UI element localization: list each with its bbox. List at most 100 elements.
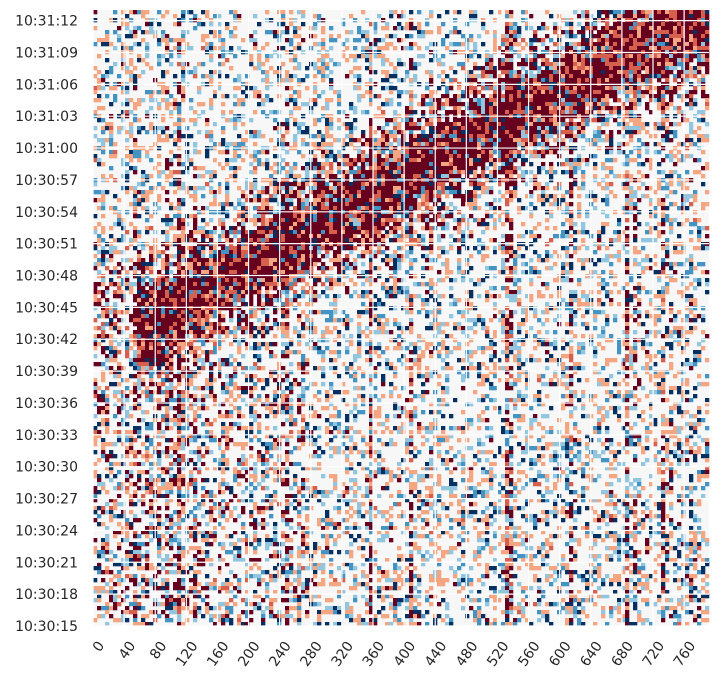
heatmap-cell	[261, 150, 266, 155]
heatmap-cell	[569, 186, 574, 191]
heatmap-cell	[181, 218, 186, 223]
heatmap-cell	[645, 158, 650, 163]
heatmap-cell	[593, 154, 598, 159]
heatmap-cell	[269, 194, 274, 199]
heatmap-cell	[485, 158, 490, 163]
heatmap-cell	[685, 42, 690, 47]
heatmap-cell	[417, 102, 422, 107]
heatmap-cell	[281, 202, 286, 207]
heatmap-cell	[161, 170, 166, 175]
heatmap-cell	[329, 98, 334, 103]
heatmap-cell	[317, 186, 322, 191]
heatmap-cell	[321, 38, 326, 43]
heatmap-cell	[649, 186, 654, 191]
heatmap-cell	[521, 78, 526, 83]
heatmap-cell	[177, 182, 182, 187]
heatmap-cell	[377, 206, 382, 211]
heatmap-cell	[661, 118, 666, 123]
heatmap-cell	[541, 62, 546, 67]
heatmap-cell	[529, 126, 534, 131]
heatmap-cell	[189, 10, 194, 15]
heatmap-cell	[429, 158, 434, 163]
heatmap-cell	[101, 214, 106, 219]
heatmap-cell	[665, 66, 670, 71]
heatmap-cell	[705, 42, 710, 47]
heatmap-cell	[489, 106, 494, 111]
heatmap-cell	[233, 218, 238, 223]
heatmap-cell	[533, 102, 538, 107]
heatmap-cell	[629, 130, 634, 135]
heatmap-cell	[505, 190, 510, 195]
heatmap-cell	[269, 198, 274, 203]
heatmap-cell	[405, 202, 410, 207]
heatmap-cell	[377, 38, 382, 43]
heatmap-cell	[209, 22, 214, 27]
heatmap-cell	[529, 94, 534, 99]
heatmap-cell	[401, 138, 406, 143]
heatmap-cell	[161, 90, 166, 95]
heatmap-cell	[561, 230, 566, 235]
heatmap-cell	[477, 182, 482, 187]
heatmap-cell	[349, 134, 354, 139]
heatmap-cell	[513, 22, 518, 27]
heatmap-cell	[473, 110, 478, 115]
heatmap-cell	[389, 86, 394, 91]
heatmap-cell	[637, 86, 642, 91]
heatmap-cell	[553, 86, 558, 91]
heatmap-cell	[385, 42, 390, 47]
heatmap-cell	[553, 150, 558, 155]
heatmap-cell	[353, 198, 358, 203]
heatmap-cell	[425, 86, 430, 91]
heatmap-cell	[533, 154, 538, 159]
heatmap-cell	[417, 186, 422, 191]
heatmap-cell	[645, 86, 650, 91]
heatmap-cell	[509, 110, 514, 115]
heatmap-cell	[461, 162, 466, 167]
heatmap-cell	[693, 130, 698, 135]
heatmap-cell	[457, 190, 462, 195]
heatmap-cell	[289, 78, 294, 83]
heatmap-cell	[201, 166, 206, 171]
heatmap-cell	[689, 74, 694, 79]
heatmap-cell	[129, 46, 134, 51]
heatmap-cell	[521, 222, 526, 227]
heatmap-cell	[437, 154, 442, 159]
heatmap-cell	[177, 38, 182, 43]
heatmap-cell	[177, 110, 182, 115]
heatmap-cell	[293, 226, 298, 231]
heatmap-cell	[509, 154, 514, 159]
heatmap-cell	[657, 58, 662, 63]
heatmap-cell	[241, 230, 246, 235]
heatmap-cell	[505, 22, 510, 27]
heatmap-cell	[509, 38, 514, 43]
heatmap-cell	[161, 230, 166, 235]
heatmap-cell	[677, 234, 682, 239]
heatmap-cell	[569, 234, 574, 239]
heatmap-cell	[553, 170, 558, 175]
heatmap-cell	[373, 26, 378, 31]
heatmap-cell	[525, 26, 530, 31]
heatmap-cell	[505, 86, 510, 91]
heatmap-cell	[157, 182, 162, 187]
heatmap-cell	[605, 74, 610, 79]
heatmap-cell	[105, 138, 110, 143]
heatmap-cell	[577, 78, 582, 83]
heatmap-cell	[237, 14, 242, 19]
heatmap-cell	[173, 190, 178, 195]
heatmap-cell	[349, 218, 354, 223]
heatmap-cell	[525, 42, 530, 47]
heatmap-cell	[349, 186, 354, 191]
heatmap-cell	[293, 234, 298, 239]
heatmap-cell	[517, 30, 522, 35]
heatmap-cell	[661, 202, 666, 207]
heatmap-cell	[689, 10, 694, 15]
heatmap-cell	[125, 190, 130, 195]
heatmap-cell	[241, 194, 246, 199]
heatmap-cell	[385, 130, 390, 135]
heatmap-cell	[449, 234, 454, 239]
heatmap-cell	[445, 162, 450, 167]
heatmap-cell	[385, 154, 390, 159]
heatmap-cell	[569, 126, 574, 131]
heatmap-cell	[125, 174, 130, 179]
heatmap-cell	[141, 10, 146, 15]
